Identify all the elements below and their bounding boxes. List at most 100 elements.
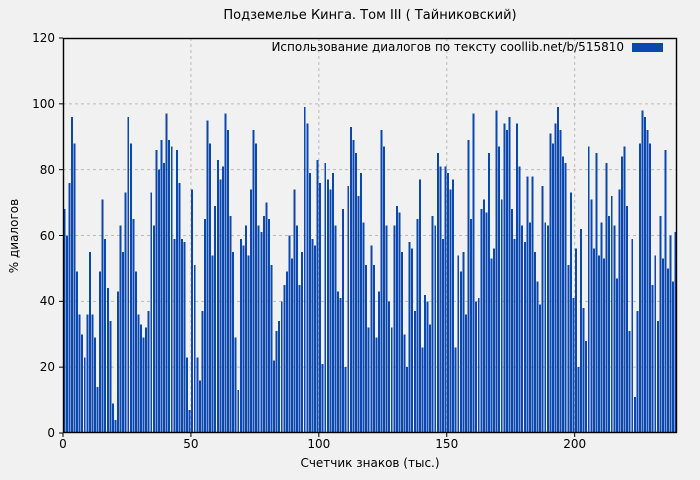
bar (357, 196, 360, 433)
bar (298, 284, 301, 434)
bar (549, 133, 552, 433)
bar (651, 284, 654, 434)
bar (467, 140, 470, 433)
bar (83, 357, 86, 433)
bar (487, 153, 490, 433)
x-tick-label: 0 (59, 437, 67, 451)
bar (413, 311, 416, 433)
bar (331, 172, 334, 433)
bar (186, 357, 189, 433)
bar (303, 107, 306, 434)
bar (173, 238, 176, 433)
bar (308, 172, 311, 433)
bar (170, 146, 173, 434)
bar (441, 238, 444, 433)
bar (390, 327, 393, 433)
bar (595, 153, 598, 433)
bar (86, 314, 89, 433)
y-axis-label: % диалогов (7, 198, 21, 274)
bar (418, 179, 421, 433)
y-tick-label: 40 (39, 294, 55, 309)
bar (229, 215, 232, 433)
bar (393, 225, 396, 434)
bar (572, 298, 575, 433)
bar (674, 232, 677, 433)
y-tick-label: 120 (32, 31, 55, 45)
bar (288, 235, 291, 433)
bar (621, 156, 623, 433)
bar (127, 117, 130, 433)
bar (406, 367, 409, 433)
bar (490, 258, 493, 433)
bar (160, 140, 163, 433)
bar (447, 172, 450, 433)
bar (370, 245, 373, 434)
bar (114, 419, 117, 433)
bar (239, 238, 242, 433)
bar (283, 284, 286, 434)
legend: Использование диалогов по тексту coollib… (271, 40, 663, 54)
bar (513, 238, 516, 433)
bar (372, 265, 375, 434)
bar (180, 238, 183, 433)
x-tick-label: 50 (183, 437, 199, 451)
bar (334, 225, 337, 434)
x-tick-label: 100 (307, 437, 331, 451)
bar (301, 251, 304, 433)
bar (426, 301, 429, 433)
bar (324, 163, 327, 433)
bar (219, 179, 222, 433)
bar (411, 248, 414, 433)
bar (150, 192, 153, 433)
bar (73, 143, 76, 433)
bar (429, 324, 432, 434)
bar (267, 219, 270, 433)
bar (669, 235, 672, 433)
bar (262, 215, 265, 433)
bar (580, 228, 583, 433)
bar (388, 301, 391, 433)
bar (495, 110, 498, 434)
bar (449, 189, 452, 433)
bar (152, 225, 155, 434)
bar (431, 215, 434, 433)
bar (505, 130, 508, 434)
y-tick-label: 80 (39, 162, 55, 177)
bar (193, 265, 196, 434)
bar (280, 301, 283, 433)
bar (70, 117, 73, 433)
bar (178, 182, 181, 433)
bar (661, 258, 664, 433)
bar (342, 209, 345, 433)
bar (511, 209, 513, 433)
bar (439, 166, 442, 434)
bar (464, 314, 467, 433)
bar (314, 245, 316, 434)
bar (600, 222, 603, 433)
bar (574, 248, 577, 433)
bar (454, 347, 457, 433)
bar (577, 367, 580, 433)
bar (608, 215, 611, 433)
bar (221, 166, 224, 434)
bar (475, 301, 478, 433)
bar (498, 146, 501, 434)
bar (68, 182, 71, 433)
bar (232, 251, 235, 433)
bar (306, 123, 309, 433)
bar (623, 146, 626, 434)
bar (638, 143, 641, 433)
bar (649, 143, 652, 433)
bar (416, 219, 419, 433)
bar (142, 337, 145, 433)
bar (546, 225, 549, 434)
bar (196, 357, 199, 433)
bar (518, 166, 521, 434)
bar (626, 205, 629, 433)
bar (452, 179, 455, 433)
bar (482, 199, 485, 433)
bar (111, 403, 114, 434)
bar (631, 238, 634, 433)
bar (470, 219, 473, 433)
bar (395, 205, 398, 433)
